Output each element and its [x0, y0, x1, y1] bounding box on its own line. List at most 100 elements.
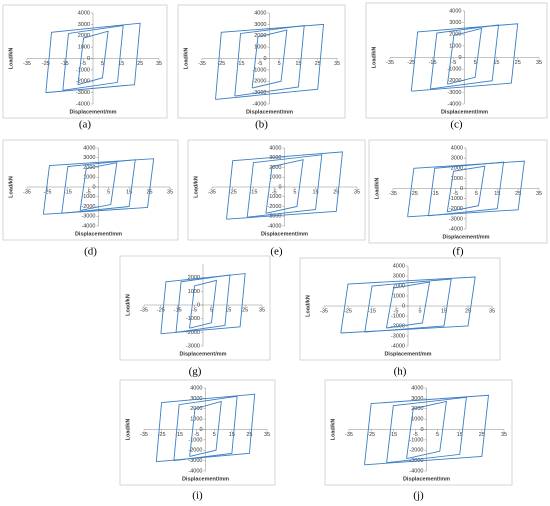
x-tick-label: 15	[313, 189, 319, 195]
x-tick-label: -15	[64, 189, 72, 195]
y-tick-label: 0	[197, 302, 200, 308]
hysteresis-loop	[410, 23, 519, 92]
y-tick-label: 1000	[393, 293, 405, 299]
x-tick-label: -25	[157, 307, 165, 313]
y-tick-label: -2000	[188, 448, 202, 454]
x-tick-label: 15	[457, 432, 463, 438]
x-tick-label: 35	[536, 191, 542, 197]
y-tick-label: -2000	[449, 206, 463, 212]
y-tick-label: 2000	[451, 166, 463, 172]
y-tick-label: -1000	[186, 316, 200, 322]
x-tick-label: 15	[441, 308, 447, 314]
x-axis-title: Displacement/mm	[442, 234, 489, 240]
x-tick-label: 5	[418, 308, 421, 314]
x-tick-label: 25	[465, 308, 471, 314]
y-tick-label: -1000	[188, 437, 202, 443]
panel-border	[365, 2, 548, 119]
x-tick-label: -35	[140, 307, 148, 313]
x-tick-label: 35	[264, 432, 270, 438]
y-tick-label: -2000	[409, 448, 423, 454]
x-tick-label: 35	[156, 61, 162, 67]
y-tick-label: 2000	[269, 165, 281, 171]
x-tick-label: -25	[410, 191, 418, 197]
x-axis-title: Displacement/mm	[75, 231, 122, 237]
x-axis-title: Displacement/mm	[403, 476, 450, 482]
x-tick-label: 5	[210, 307, 213, 313]
hysteresis-loop	[265, 159, 304, 214]
y-tick-label: -3000	[252, 90, 266, 96]
y-axis-title: Load/kN	[8, 48, 14, 70]
caption: (g)	[189, 366, 202, 378]
y-tick-label: -4000	[447, 101, 461, 107]
y-tick-label: 1000	[451, 176, 463, 182]
x-tick-label: -35	[140, 432, 148, 438]
y-tick-label: 4000	[269, 145, 281, 151]
x-tick-label: 35	[334, 61, 340, 67]
caption: (b)	[255, 119, 268, 131]
y-tick-label: 3000	[451, 156, 463, 162]
hysteresis-loop	[226, 151, 344, 220]
panel-border	[177, 4, 346, 119]
y-tick-label: 1000	[269, 175, 281, 181]
y-tick-label: -4000	[76, 101, 90, 107]
x-axis-title: Displacement/mm	[441, 109, 488, 115]
y-tick-label: -2000	[267, 204, 281, 210]
x-tick-label: 25	[515, 60, 521, 66]
x-tick-label: -5	[81, 61, 86, 67]
caption: (f)	[453, 246, 464, 258]
x-tick-label: 35	[167, 189, 173, 195]
hysteresis-loop	[364, 278, 452, 333]
x-axis-title: Displacement/mm	[384, 351, 431, 357]
x-tick-label: -25	[42, 61, 50, 67]
y-tick-label: -4000	[267, 223, 281, 229]
y-tick-label: -1000	[76, 67, 90, 73]
y-tick-label: 3000	[393, 273, 405, 279]
x-axis-title: Displacement/mm	[246, 109, 293, 115]
y-tick-label: -4000	[188, 468, 202, 474]
x-tick-label: 35	[489, 308, 495, 314]
x-tick-label: 15	[229, 432, 235, 438]
y-tick-label: -1000	[447, 67, 461, 73]
panel-border	[187, 139, 366, 241]
x-tick-label: -25	[217, 61, 225, 67]
y-tick-label: 3000	[411, 396, 423, 402]
x-tick-label: 15	[118, 61, 124, 67]
y-tick-label: 4000	[83, 145, 95, 151]
y-tick-label: 2000	[411, 406, 423, 412]
y-tick-label: 1000	[190, 417, 202, 423]
y-tick-label: 0	[420, 427, 423, 433]
x-tick-label: -5	[86, 189, 91, 195]
x-tick-label: 35	[354, 189, 360, 195]
x-tick-label: 15	[494, 191, 500, 197]
y-tick-label: -3000	[447, 90, 461, 96]
x-tick-label: 35	[501, 432, 507, 438]
x-tick-label: -35	[198, 61, 206, 67]
y-tick-label: -1000	[267, 194, 281, 200]
y-tick-label: -2000	[76, 79, 90, 85]
y-tick-label: -1000	[81, 194, 95, 200]
hysteresis-loop	[79, 162, 118, 211]
x-tick-label: -35	[23, 61, 31, 67]
x-tick-label: -5	[453, 191, 458, 197]
y-tick-label: -1000	[409, 437, 423, 443]
x-tick-label: -25	[344, 308, 352, 314]
x-tick-label: -15	[431, 191, 439, 197]
y-tick-label: 0	[87, 56, 90, 62]
caption: (j)	[413, 490, 424, 502]
y-tick-label: -3000	[188, 458, 202, 464]
y-tick-label: 4000	[190, 385, 202, 391]
x-tick-label: 25	[479, 432, 485, 438]
y-tick-label: 0	[460, 186, 463, 192]
x-tick-label: -5	[257, 61, 262, 67]
y-tick-label: 0	[278, 184, 281, 190]
x-tick-label: -5	[194, 432, 199, 438]
x-tick-label: -25	[229, 189, 237, 195]
x-tick-label: 35	[259, 307, 265, 313]
caption: (a)	[79, 119, 92, 131]
y-tick-label: -4000	[391, 343, 405, 349]
hysteresis-loop	[364, 394, 490, 466]
x-tick-label: -25	[407, 60, 415, 66]
y-tick-label: 0	[92, 184, 95, 190]
hysteresis-loop	[447, 27, 483, 85]
